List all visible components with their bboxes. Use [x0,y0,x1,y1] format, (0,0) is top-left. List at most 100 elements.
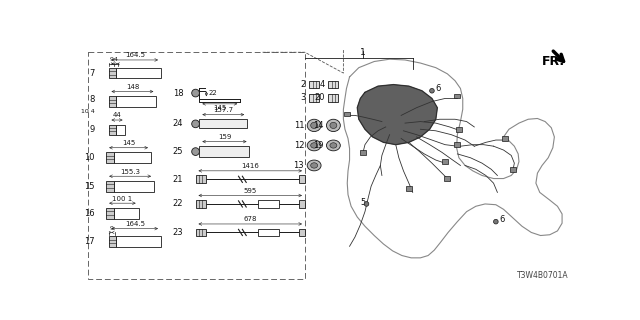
Bar [299,228,305,236]
Bar [454,94,460,99]
Bar [456,127,462,132]
Text: 13: 13 [294,161,304,170]
Text: T3W4B0701A: T3W4B0701A [516,271,568,280]
Text: 5: 5 [360,198,365,207]
Text: 21: 21 [173,175,183,184]
Bar [509,167,516,172]
Bar [344,112,350,116]
Ellipse shape [307,140,321,151]
Text: 155.3: 155.3 [120,169,140,175]
Circle shape [429,88,435,93]
Text: 145: 145 [122,140,135,146]
Bar [116,124,125,135]
Text: 678: 678 [243,216,257,222]
Bar [116,68,161,78]
Text: 8: 8 [90,95,95,105]
Bar [106,181,114,192]
Bar [406,186,412,191]
Bar [502,136,508,141]
Bar [114,152,151,163]
Text: 22: 22 [209,90,218,96]
Text: 7: 7 [90,68,95,77]
Bar [106,208,114,219]
Text: 15: 15 [84,182,95,191]
Text: 1416: 1416 [241,163,259,169]
Text: 159: 159 [218,134,231,140]
Text: 18: 18 [173,89,183,98]
Text: 9: 9 [90,125,95,134]
Text: 100 1: 100 1 [112,196,132,202]
Text: 4: 4 [114,57,118,62]
Text: 145: 145 [213,105,226,111]
Text: 3: 3 [300,93,306,102]
Bar [257,200,279,208]
Text: 10: 10 [84,153,95,162]
Text: 10 4: 10 4 [81,109,95,114]
Ellipse shape [310,122,317,129]
Bar [200,146,250,157]
Text: FR.: FR. [542,55,565,68]
Text: 6: 6 [436,84,441,93]
Bar [454,142,460,147]
Text: 148: 148 [125,84,139,90]
Text: 9: 9 [109,226,114,231]
Bar [116,236,161,247]
Bar [442,159,448,164]
Text: 11: 11 [294,121,304,130]
Bar [299,200,305,208]
Bar [114,208,139,219]
Ellipse shape [310,143,317,148]
Text: 23: 23 [173,228,183,237]
Text: 157.7: 157.7 [213,107,234,113]
Bar [299,175,305,183]
Bar [328,81,338,88]
Text: 9: 9 [109,57,113,62]
Text: 25: 25 [173,147,183,156]
Ellipse shape [330,122,337,129]
Bar [444,176,451,181]
Text: 2: 2 [300,80,306,89]
Text: 19: 19 [313,141,323,150]
Text: 17: 17 [84,237,95,246]
Text: 24: 24 [173,119,183,128]
Text: 595: 595 [244,188,257,194]
Text: 1: 1 [360,48,365,57]
Bar [109,236,116,247]
Bar [196,200,206,208]
Circle shape [493,219,498,224]
Bar [196,175,206,183]
Bar [308,81,319,88]
Ellipse shape [326,119,340,132]
Ellipse shape [310,163,317,168]
Text: 20: 20 [314,93,325,102]
Bar [109,68,116,78]
Ellipse shape [307,160,321,171]
Bar [257,228,279,236]
Bar [109,96,116,107]
Text: 44: 44 [113,112,122,118]
Text: 6: 6 [499,215,504,224]
Bar [308,94,319,101]
Bar [114,181,154,192]
Ellipse shape [330,143,337,148]
Bar [88,52,305,279]
Text: 14: 14 [313,121,323,130]
Ellipse shape [307,119,321,132]
Bar [360,150,365,155]
Ellipse shape [326,140,340,151]
Bar [196,228,206,236]
Circle shape [192,89,200,97]
Circle shape [364,202,369,206]
Circle shape [192,148,200,156]
Text: 22: 22 [173,199,183,208]
Text: 12: 12 [294,141,304,150]
Text: 16: 16 [84,209,95,218]
Bar [200,119,247,129]
Text: 164.5: 164.5 [125,52,145,59]
Bar [106,152,114,163]
Text: 4: 4 [319,80,325,89]
Bar [116,96,156,107]
Polygon shape [357,84,437,145]
Bar [328,94,338,101]
Circle shape [192,120,200,128]
